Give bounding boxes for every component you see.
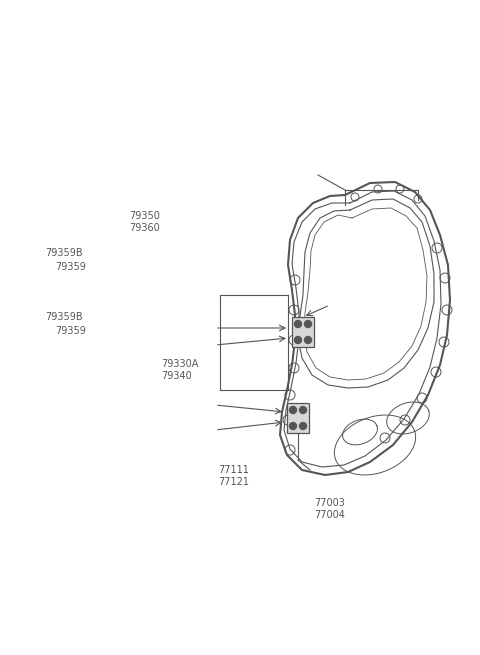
Circle shape [289,422,297,430]
Text: 79350
79360: 79350 79360 [130,211,160,233]
Polygon shape [287,403,309,433]
Circle shape [300,407,307,413]
Circle shape [300,422,307,430]
Text: 79330A
79340: 79330A 79340 [161,359,198,381]
Text: 77003
77004: 77003 77004 [314,498,345,520]
Circle shape [304,320,312,328]
Circle shape [295,320,301,328]
Text: 79359: 79359 [55,262,86,272]
Text: 77111
77121: 77111 77121 [218,465,250,487]
Polygon shape [292,317,314,347]
Circle shape [295,337,301,343]
Circle shape [304,337,312,343]
Text: 79359B: 79359B [46,248,83,257]
Text: 79359: 79359 [55,326,86,336]
Text: 79359B: 79359B [46,312,83,322]
Circle shape [289,407,297,413]
